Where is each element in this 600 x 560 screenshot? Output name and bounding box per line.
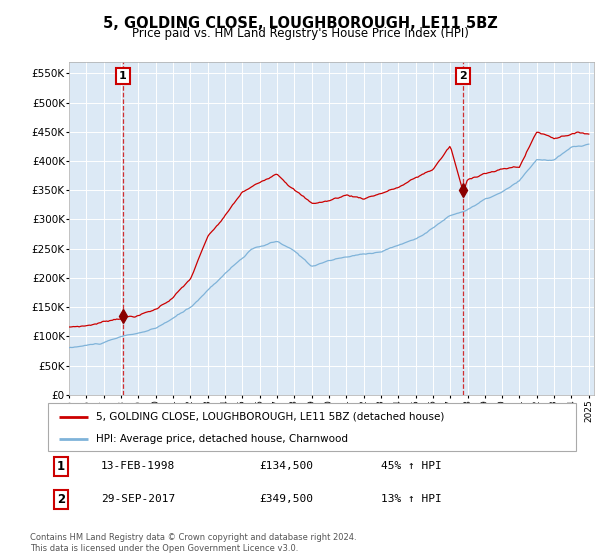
FancyBboxPatch shape [48, 403, 576, 451]
Text: 1: 1 [57, 460, 65, 473]
Text: 13% ↑ HPI: 13% ↑ HPI [380, 494, 442, 504]
Text: £134,500: £134,500 [259, 461, 313, 471]
Text: HPI: Average price, detached house, Charnwood: HPI: Average price, detached house, Char… [95, 434, 347, 444]
Text: 45% ↑ HPI: 45% ↑ HPI [380, 461, 442, 471]
Text: 5, GOLDING CLOSE, LOUGHBOROUGH, LE11 5BZ: 5, GOLDING CLOSE, LOUGHBOROUGH, LE11 5BZ [103, 16, 497, 31]
Text: 5, GOLDING CLOSE, LOUGHBOROUGH, LE11 5BZ (detached house): 5, GOLDING CLOSE, LOUGHBOROUGH, LE11 5BZ… [95, 412, 444, 422]
Text: £349,500: £349,500 [259, 494, 313, 504]
Text: Contains HM Land Registry data © Crown copyright and database right 2024.
This d: Contains HM Land Registry data © Crown c… [30, 533, 356, 553]
Text: 29-SEP-2017: 29-SEP-2017 [101, 494, 175, 504]
Text: 1: 1 [119, 71, 127, 81]
Text: 2: 2 [460, 71, 467, 81]
Text: 13-FEB-1998: 13-FEB-1998 [101, 461, 175, 471]
Text: Price paid vs. HM Land Registry's House Price Index (HPI): Price paid vs. HM Land Registry's House … [131, 27, 469, 40]
Text: 2: 2 [57, 493, 65, 506]
